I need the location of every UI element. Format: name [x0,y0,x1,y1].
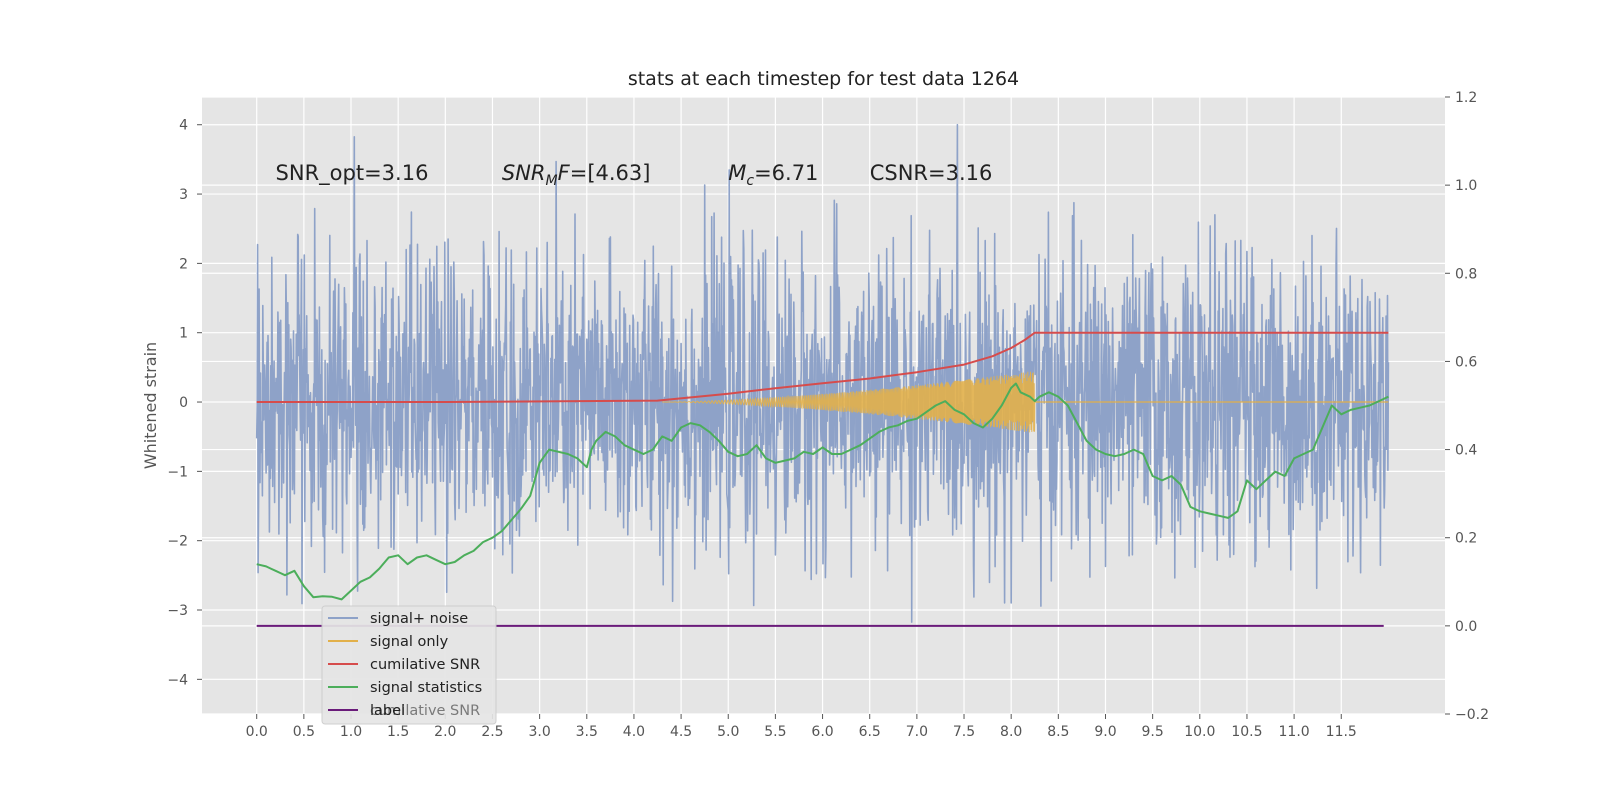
y2-tick-label: 1.0 [1455,178,1477,194]
x-tick-label: 3.5 [576,724,598,740]
legend-label: signal statistics [370,680,482,696]
axes-ticks: 0.0 0.5 1.0 1.5 2.0 2.5 3.0 3.5 4.0 4.5 5.0 5.5 6.0 6… [167,90,1489,740]
x-tick-label: 9.5 [1142,724,1164,740]
legend-label: signal only [370,634,449,650]
x-tick-label: 5.0 [717,724,739,740]
x-tick-label: 7.5 [953,724,975,740]
x-tick-label: 8.5 [1047,724,1069,740]
y-axis-label: Whitened strain [141,342,160,469]
annotation-csnr: CSNR=3.16 [870,161,993,185]
x-tick-label: 2.5 [481,724,503,740]
y2-tick-label: 0.0 [1455,619,1477,635]
y-tick-label: 4 [179,118,188,134]
y2-tick-label: 0.4 [1455,443,1477,459]
x-tick-label: 4.0 [623,724,645,740]
x-tick-label: 1.5 [387,724,409,740]
chart-title: stats at each timestep for test data 126… [628,68,1019,90]
y2-tick-label: 0.6 [1455,354,1477,370]
x-tick-label: 10.5 [1231,724,1262,740]
y2-tick-label: 1.2 [1455,90,1477,106]
x-tick-label: 6.5 [859,724,881,740]
x-tick-label: 3.0 [528,724,550,740]
legend-overlap-text: cumilative SNR [370,703,480,719]
series-signal-statistics-line [256,382,1389,601]
x-tick-label: 8.0 [1000,724,1022,740]
annotation-snr_opt: SNR_opt=3.16 [276,161,429,186]
series-signal-only [662,371,1389,433]
x-tick-label: 11.0 [1279,724,1310,740]
x-tick-label: 6.0 [811,724,833,740]
legend-label: label [370,703,405,719]
y2-tick-label: 0.8 [1455,266,1477,282]
y-tick-label: −3 [167,603,188,619]
x-tick-label: 10.0 [1184,724,1215,740]
series-signal-noise-line [255,123,1390,623]
y-tick-label: −2 [167,534,188,550]
x-tick-label: 0.0 [246,724,268,740]
y-tick-label: 1 [179,326,188,342]
x-tick-label: 4.5 [670,724,692,740]
annotation-snr_mf: SNRMF=[4.63] [502,161,651,189]
y-tick-label: 0 [179,395,188,411]
x-tick-label: 2.0 [434,724,456,740]
x-tick-label: 9.0 [1094,724,1116,740]
x-tick-label: 7.0 [906,724,928,740]
legend-box [321,605,497,725]
series-signal-only-line [662,371,1036,433]
x-tick-label: 11.5 [1326,724,1357,740]
y2-tick-label: 0.2 [1455,531,1477,547]
x-tick-label: 1.0 [340,724,362,740]
legend-label: cumilative SNR [370,657,480,673]
y-tick-label: −4 [167,672,188,688]
x-tick-label: 5.5 [764,724,786,740]
annotation-mc: Mc=6.71 [728,161,818,189]
y-tick-label: 3 [179,187,188,203]
series-cumilative-snr-line [256,331,1389,403]
series-signal-noise [255,123,1390,623]
y-tick-label: −1 [167,464,188,480]
y2-tick-label: −0.2 [1455,707,1489,723]
legend: signal+ noise signal only cumilative SNR si… [321,605,497,725]
x-tick-label: 0.5 [293,724,315,740]
y-tick-label: 2 [179,256,188,272]
annotations: SNR_opt=3.16 SNRMF=[4.63] Mc=6.71 CSNR=3.16 [276,161,993,189]
legend-label: signal+ noise [370,611,468,627]
